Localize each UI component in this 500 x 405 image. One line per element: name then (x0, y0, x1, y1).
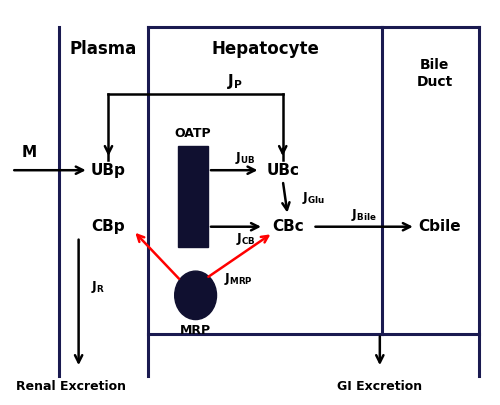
Text: GI Excretion: GI Excretion (338, 379, 422, 392)
Text: Renal Excretion: Renal Excretion (16, 379, 126, 392)
Text: CBp: CBp (92, 219, 126, 234)
Text: $\mathbf{J_R}$: $\mathbf{J_R}$ (91, 279, 105, 295)
Text: $\mathbf{J_{Glu}}$: $\mathbf{J_{Glu}}$ (302, 190, 324, 207)
Text: Plasma: Plasma (70, 40, 137, 58)
Bar (178, 146, 208, 247)
Text: $\mathbf{J_{Bile}}$: $\mathbf{J_{Bile}}$ (351, 207, 376, 223)
Text: $\mathbf{J_{CB}}$: $\mathbf{J_{CB}}$ (236, 231, 256, 247)
Text: Bile
Duct: Bile Duct (416, 58, 452, 89)
Text: Hepatocyte: Hepatocyte (212, 40, 319, 58)
Text: $\mathbf{J_{MRP}}$: $\mathbf{J_{MRP}}$ (224, 271, 253, 287)
Text: $\mathbf{J_P}$: $\mathbf{J_P}$ (228, 72, 244, 91)
Text: Cbile: Cbile (418, 219, 461, 234)
Text: UBp: UBp (91, 163, 126, 178)
Text: MRP: MRP (180, 324, 211, 337)
Text: CBc: CBc (272, 219, 304, 234)
Text: $\mathbf{J_{UB}}$: $\mathbf{J_{UB}}$ (235, 150, 256, 166)
Text: M: M (22, 145, 36, 160)
Ellipse shape (174, 271, 216, 320)
Text: UBc: UBc (266, 163, 299, 178)
Text: OATP: OATP (175, 128, 212, 141)
